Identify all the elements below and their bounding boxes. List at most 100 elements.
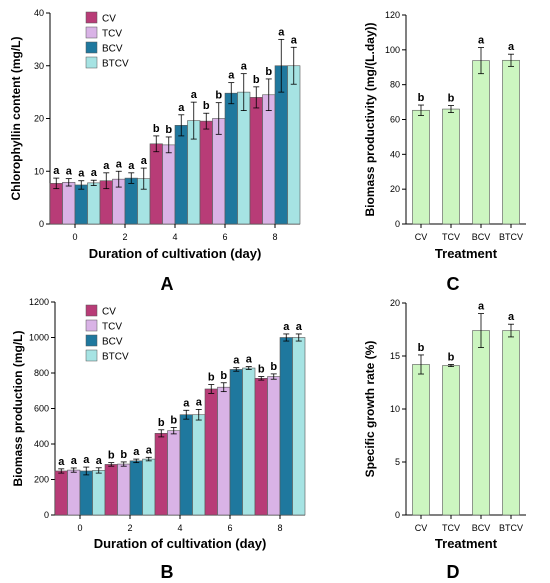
significance-letter: a [178,102,185,114]
panel-label-a: A [161,274,174,294]
significance-letter: a [228,70,235,82]
y-tick-label: 1000 [29,333,49,343]
x-tick-label: 0 [72,232,77,242]
y-tick-label: 100 [385,45,400,55]
legend-label-cv: CV [102,307,116,318]
significance-letter: b [203,100,210,112]
legend-swatch-bcv [85,334,98,347]
significance-letter: a [296,321,303,333]
bar-tcv [162,144,176,225]
significance-letter: a [96,455,103,467]
bar-tcv [442,365,460,516]
bar-btcv [142,458,156,516]
bar-bcv [124,177,138,225]
bar-bcv [472,330,490,516]
y-tick-label: 10 [34,166,44,176]
y-tick-label: 0 [395,510,400,520]
y-tick-label: 5 [395,457,400,467]
significance-letter: b [108,450,115,462]
significance-letter: a [508,41,515,53]
bar-cv [49,183,63,225]
x-tick-label: 4 [172,232,177,242]
bar-tcv [262,94,276,225]
bar-tcv [217,386,231,516]
significance-letter: a [58,456,65,468]
bar-btcv [92,470,106,516]
significance-letter: a [91,167,98,179]
bar-btcv [502,59,520,225]
x-tick-label: 6 [222,232,227,242]
x-tick-label: 2 [122,232,127,242]
bar-bcv [79,470,93,516]
x-tick-label: BCV [472,523,491,533]
x-tick-label: TCV [442,523,460,533]
significance-letter: b [265,66,272,78]
x-tick-label: CV [415,523,428,533]
y-tick-label: 20 [390,298,400,308]
significance-letter: a [478,301,485,313]
significance-letter: a [133,446,140,458]
significance-letter: b [215,90,222,102]
bar-cv [54,470,68,516]
legend-label-tcv: TCV [102,322,122,333]
x-tick-label: 2 [127,523,132,533]
bar-bcv [179,414,193,516]
legend-label-bcv: BCV [102,337,123,348]
bar-btcv [87,182,101,225]
y-axis-title: Specific growth rate (%) [363,341,377,478]
bar-btcv [292,337,306,516]
bar-btcv [192,414,206,516]
chart-b: 0 200 400 600 800 1000 1200 Biomass production … [11,297,306,551]
panel-label-b: B [161,562,174,582]
bar-cv [199,120,213,225]
significance-letter: a [241,61,248,73]
bar-cv [204,388,218,516]
significance-letter: a [246,354,253,366]
bar-btcv [287,65,301,225]
significance-letter: b [120,449,127,461]
bar-tcv [442,108,460,225]
x-tick-label: 4 [177,523,182,533]
bar-tcv [62,182,76,225]
legend-swatch-tcv [85,319,98,332]
y-tick-label: 80 [390,80,400,90]
x-axis-title: Duration of cultivation (day) [89,246,262,261]
legend-label-bcv: BCV [102,44,123,55]
significance-letter: a [291,34,298,46]
significance-letter: a [508,311,515,323]
significance-letter: a [233,355,240,367]
y-tick-label: 40 [390,149,400,159]
chart-d: 0 5 10 15 20 Specific growth rate (%) Treatmen… [363,298,526,551]
bar-btcv [502,330,520,516]
y-axis-title: Biomass production (mg/L) [11,330,25,486]
legend-label-btcv: BTCV [102,352,129,363]
y-tick-label: 60 [390,115,400,125]
significance-letter: a [71,455,78,467]
legend-swatch-btcv [85,349,98,362]
y-tick-label: 20 [34,114,44,124]
bar-bcv [129,460,143,516]
bar-tcv [267,376,281,516]
y-tick-label: 600 [34,404,49,414]
significance-letter: b [270,361,277,373]
y-tick-label: 20 [390,184,400,194]
y-tick-label: 30 [34,61,44,71]
significance-letter: a [283,321,290,333]
significance-letter: b [170,414,177,426]
panel-label-c: C [447,274,460,294]
x-tick-label: 6 [227,523,232,533]
y-tick-label: 200 [34,475,49,485]
x-tick-label: 8 [272,232,277,242]
x-tick-label: CV [415,232,428,242]
bar-bcv [229,369,243,516]
significance-letter: b [448,351,455,363]
y-tick-label: 40 [34,8,44,18]
significance-letter: b [153,123,160,135]
significance-letter: b [418,92,425,104]
significance-letter: b [220,370,227,382]
bar-bcv [74,184,88,225]
significance-letter: a [103,160,110,172]
legend-label-cv: CV [102,14,116,25]
